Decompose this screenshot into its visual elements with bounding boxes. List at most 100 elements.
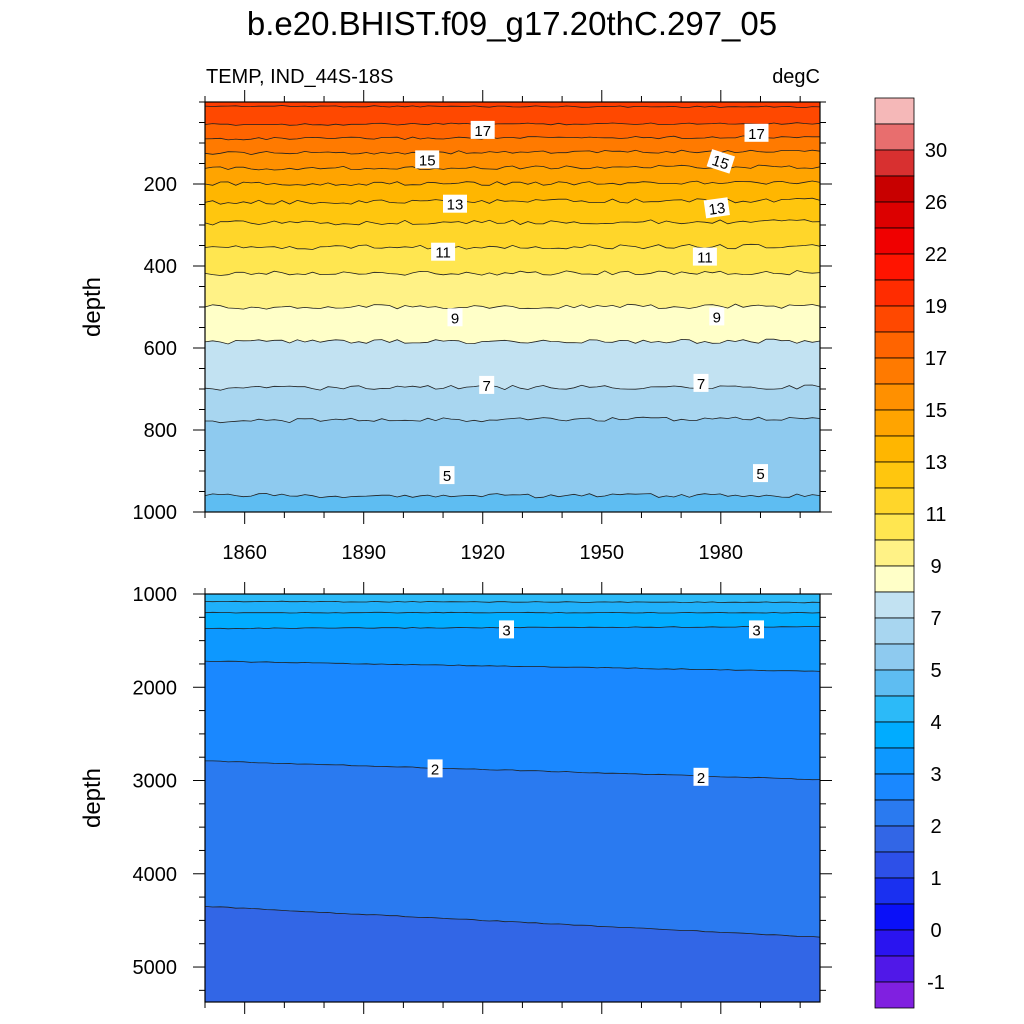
colorbar-swatch-32 — [874, 929, 915, 957]
colorbar-swatch-16 — [874, 513, 915, 541]
upper-panel: 17 17 15 15 13 13 11 11 9 9 7 7 5 5 200 400 600 800 1000 de… — [79, 90, 832, 524]
colorbar-swatch-6 — [874, 253, 915, 281]
contour-label-text: 5 — [756, 466, 764, 483]
colorbar-label-3: 19 — [925, 296, 947, 318]
contour-label-text: 15 — [710, 152, 731, 173]
contour-label-lower-3: 2 — [693, 767, 709, 787]
contour-label-upper-13: 5 — [753, 464, 768, 483]
colorbar-swatch-30 — [874, 877, 915, 905]
colorbar-label-0: 30 — [925, 140, 947, 162]
colorbar-swatch-0 — [874, 97, 915, 125]
colorbar-swatch-22 — [874, 669, 915, 697]
x-tick-label-2: 1920 — [460, 542, 505, 564]
contour-label-lower-0: 3 — [499, 620, 514, 639]
contour-label-text: 11 — [697, 250, 713, 267]
colorbar-swatch-15 — [874, 487, 915, 515]
contour-label-text: 15 — [419, 152, 436, 169]
contour-line-upper-4 — [204, 493, 821, 499]
colorbar-swatch-17 — [874, 539, 915, 567]
colorbar-label-12: 3 — [930, 764, 941, 786]
colorbar-label-14: 1 — [930, 868, 941, 890]
x-axis: 1860 1890 1920 1950 1980 — [222, 542, 743, 564]
variable-region-label: TEMP, IND_44S-18S — [206, 66, 394, 88]
contour-label-box — [749, 620, 764, 639]
y-tick-label-lower-3: 4000 — [133, 864, 178, 886]
colorbar-swatch-7 — [874, 279, 915, 307]
x-tick-label-1: 1890 — [341, 542, 386, 564]
colorbar-label-7: 11 — [926, 504, 947, 526]
contour-line-upper-13 — [204, 180, 821, 186]
colorbar-label-5: 15 — [925, 400, 947, 422]
contour-label-upper-2: 15 — [415, 150, 440, 169]
colorbar-swatch-34 — [874, 981, 915, 1009]
colorbar-swatch-24 — [874, 721, 915, 749]
units-label: degC — [772, 66, 820, 88]
contour-label-text: 17 — [748, 126, 765, 143]
contour-line-lower-2 — [205, 760, 821, 781]
contour-label-box — [470, 120, 495, 139]
colorbar-swatch-21 — [874, 643, 915, 671]
contour-line-upper-11 — [204, 219, 821, 226]
y-tick-label-upper-0: 200 — [144, 174, 177, 196]
contour-label-box — [693, 373, 709, 392]
colorbar-swatch-14 — [874, 461, 915, 489]
contour-label-box — [693, 767, 709, 786]
contour-label-box — [447, 308, 463, 327]
y-tick-label-lower-4: 5000 — [133, 957, 178, 979]
contour-label-upper-9: 9 — [709, 307, 725, 326]
contour-label-upper-11: 7 — [693, 373, 709, 393]
colorbar-label-10: 5 — [930, 660, 941, 682]
colorbar-swatch-1 — [874, 123, 915, 151]
contour-label-lower-2: 2 — [427, 759, 443, 778]
contour-label-text: 7 — [483, 378, 491, 395]
colorbar-swatch-31 — [874, 903, 915, 931]
colorbar-swatch-3 — [874, 175, 915, 203]
colorbar-label-9: 7 — [930, 608, 941, 630]
contour-label-text: 11 — [435, 245, 451, 262]
colorbar-swatch-18 — [874, 565, 915, 593]
contour-label-upper-12: 5 — [439, 466, 455, 485]
contour-label-upper-6: 11 — [431, 242, 456, 262]
colorbar-label-11: 4 — [930, 712, 941, 734]
contour-label-box — [439, 466, 455, 485]
contour-line-lower-1.5 — [204, 906, 821, 938]
contour-label-box — [479, 375, 495, 394]
y-axis-label-lower: depth — [79, 768, 106, 828]
contour-label-text: 9 — [713, 309, 721, 326]
colorbar-swatch-13 — [874, 435, 915, 463]
contour-line-upper-18 — [204, 105, 821, 109]
y-tick-label-lower-2: 3000 — [133, 771, 178, 793]
contour-band-upper-4 — [205, 493, 820, 512]
contour-label-text: 2 — [697, 770, 705, 787]
contour-label-box — [499, 620, 514, 639]
contour-label-text: 2 — [431, 761, 439, 778]
y-tick-label-upper-1: 400 — [144, 256, 177, 278]
colorbar-swatch-5 — [874, 227, 915, 255]
contour-label-upper-3: 15 — [706, 149, 735, 174]
contour-label-text: 17 — [474, 123, 491, 140]
colorbar-swatch-12 — [874, 409, 915, 437]
contour-line-upper-8 — [204, 303, 821, 310]
contour-label-upper-0: 17 — [470, 120, 495, 140]
colorbar-label-4: 17 — [925, 348, 947, 370]
colorbar-swatch-2 — [874, 149, 915, 177]
contour-band-upper-5 — [205, 417, 820, 512]
colorbar-swatch-33 — [874, 955, 915, 983]
contour-label-text: 13 — [447, 197, 464, 214]
colorbar-swatch-20 — [874, 617, 915, 645]
contour-label-box — [415, 150, 440, 169]
x-tick-label-4: 1980 — [699, 542, 744, 564]
contour-label-box — [431, 242, 456, 261]
colorbar-label-13: 2 — [930, 816, 941, 838]
colorbar-swatch-10 — [874, 357, 915, 385]
contour-label-box — [692, 247, 717, 266]
colorbar-swatch-11 — [874, 383, 915, 411]
colorbar-swatch-4 — [874, 201, 915, 229]
contour-line-upper-5 — [205, 416, 821, 424]
contour-label-box — [709, 307, 725, 326]
contour-label-box — [706, 149, 735, 174]
contour-band-lower-1.5 — [205, 906, 820, 1002]
colorbar-swatch-27 — [874, 799, 915, 827]
contour-line-upper-6 — [204, 384, 821, 391]
